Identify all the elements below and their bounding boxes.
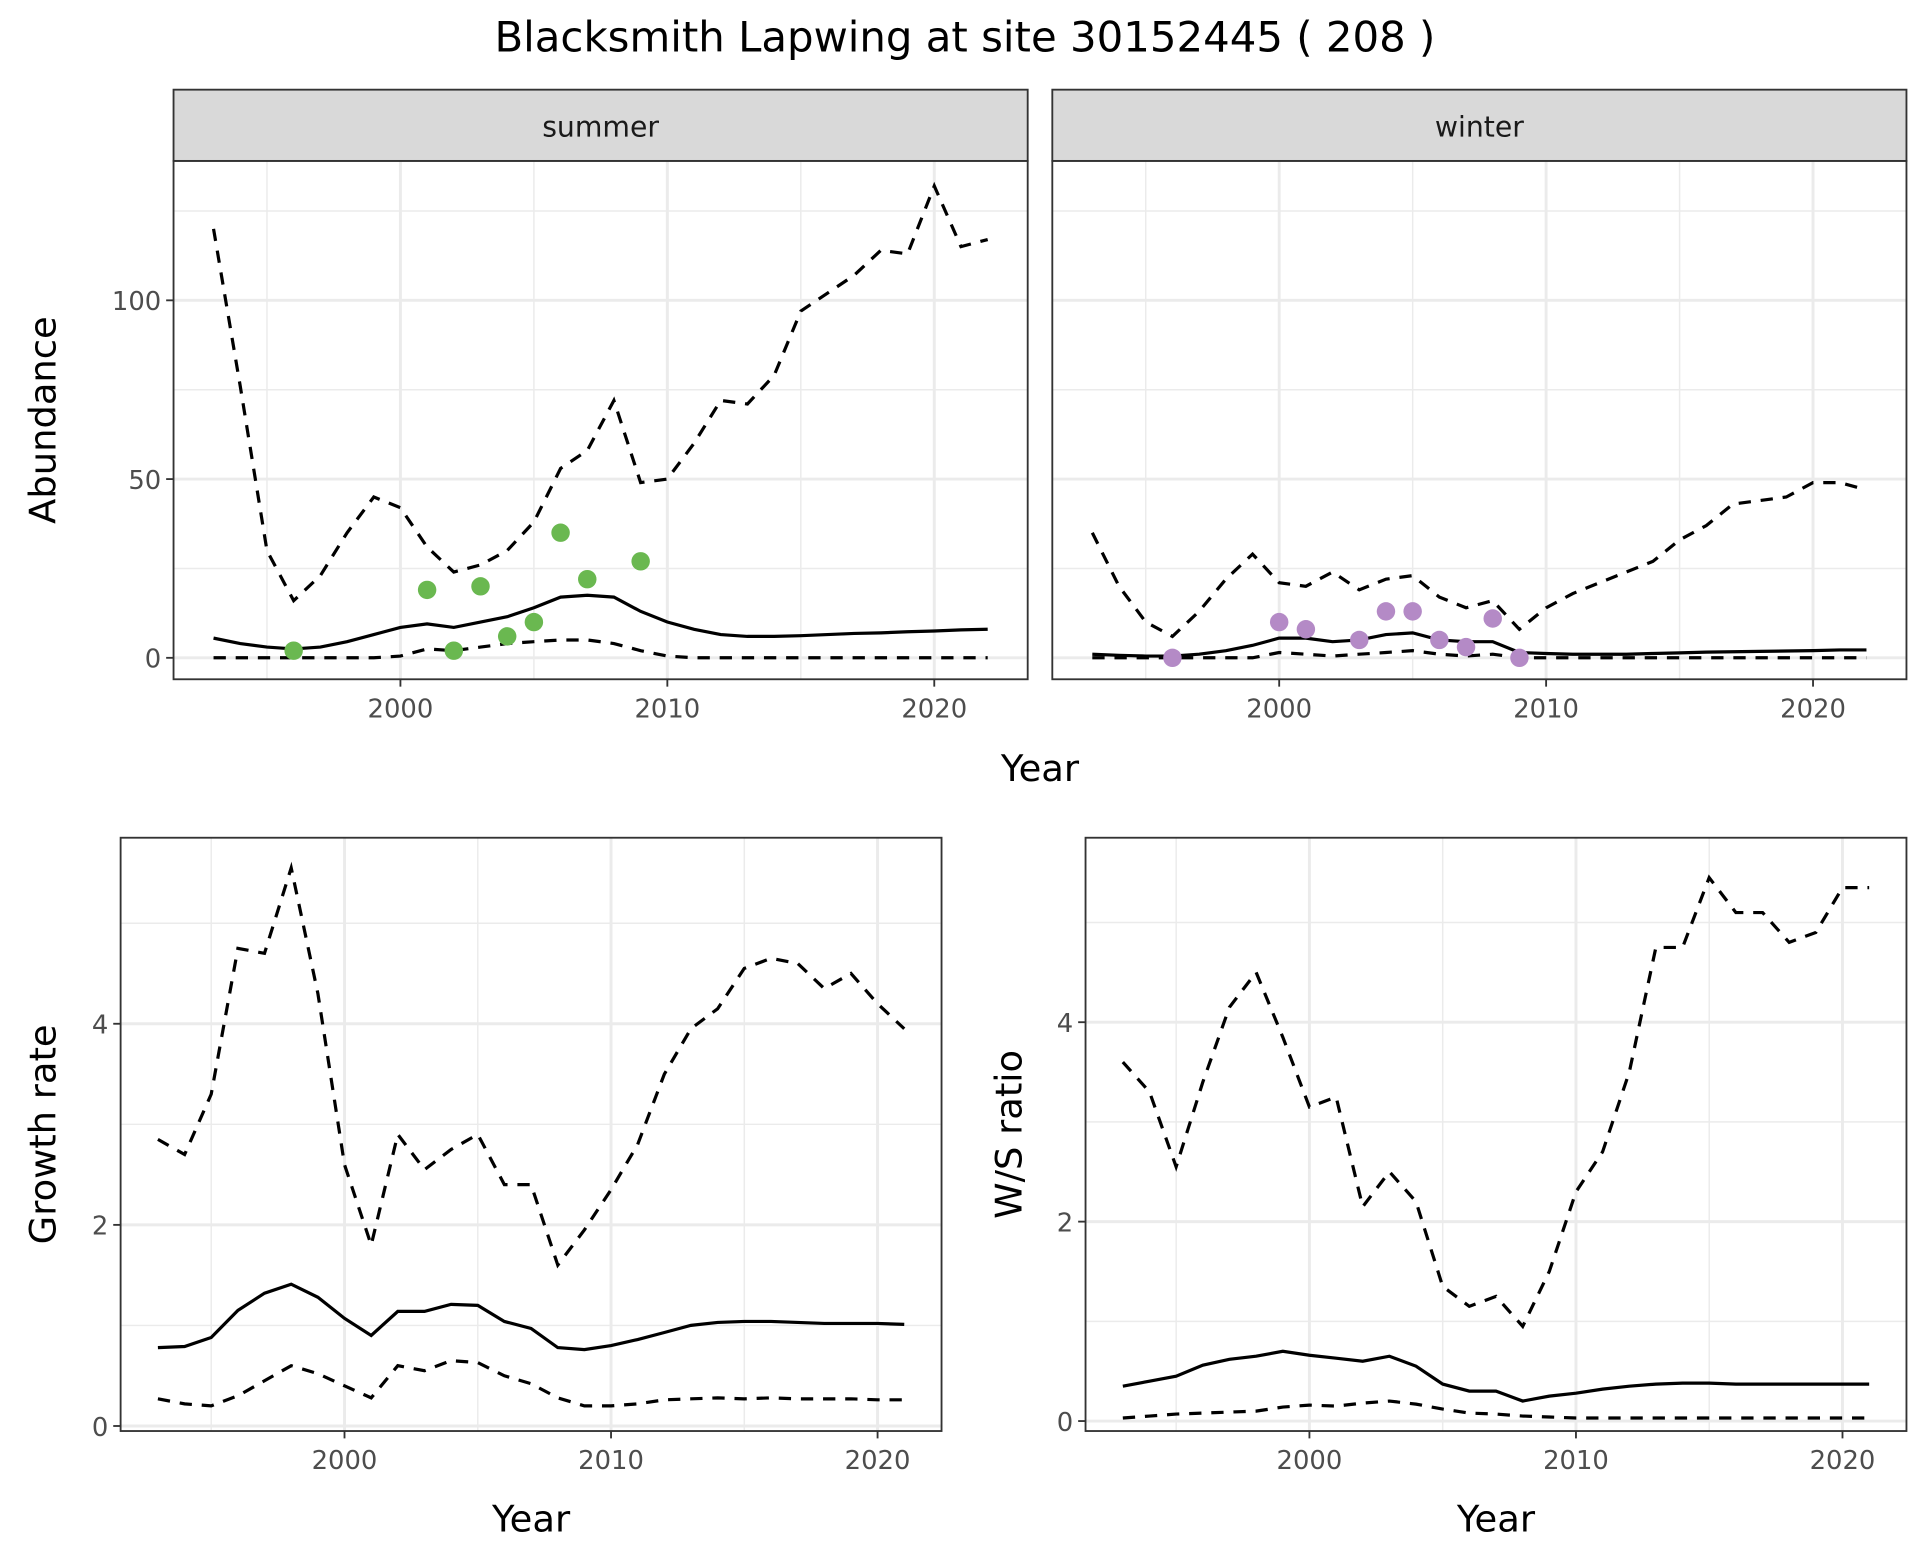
data-point [1350,630,1369,650]
x-axis-title: Year [491,1498,571,1541]
top-x-axis-title: Year [1000,747,1080,790]
data-point [417,580,437,600]
x-tick-label: 2000 [312,1446,378,1476]
panel-growth: 2000 2010 2020 0 2 4 Year Growth rate [21,836,943,1541]
facet-strip [172,88,1029,162]
data-point [1376,602,1396,621]
x-tick-label: 2010 [1513,694,1579,724]
data-point [1403,602,1422,621]
data-point [1269,612,1289,632]
x-tick-label: 2020 [1810,1446,1876,1476]
y-axis-title: W/S ratio [988,1050,1031,1219]
data-point [578,569,597,589]
data-point [551,523,570,542]
data-point [631,552,650,571]
y-tick-label: 0 [92,1413,108,1443]
y-tick-label: 50 [128,466,161,496]
series-line-lower [213,638,988,660]
x-tick-label: 2010 [634,694,700,724]
facet-strip-label: winter [1435,110,1524,143]
y-tick-label: 4 [92,1011,108,1041]
y-tick-label: 4 [1057,1009,1073,1039]
series-line-estimate [1122,1349,1870,1403]
data-point [1456,637,1476,657]
data-point [471,577,490,596]
x-tick-label: 2020 [845,1446,911,1476]
x-tick-label: 2000 [368,694,434,724]
data-point [284,641,303,660]
plot-background [1052,160,1907,680]
facet-strip-label: summer [542,110,659,143]
plot-background [120,837,942,1432]
y-tick-label: 2 [92,1212,108,1242]
panel-summer: 2000 2010 2020 0 50 100 summer Abundance [21,88,1029,724]
y-tick-label: 2 [1057,1208,1073,1238]
series-line-lower [1122,1399,1870,1420]
x-axis-title: Year [1456,1498,1536,1541]
x-tick-label: 2020 [1780,694,1846,724]
series-line-estimate [157,1282,905,1352]
data-point [1296,620,1316,639]
data-point [1483,609,1502,628]
panel-ratio: 2000 2010 2020 0 2 4 Year W/S ratio [988,836,1908,1541]
data-point [497,627,517,646]
panel-border [119,836,943,1432]
data-point [1510,648,1529,668]
panel-border [1084,836,1908,1432]
series-line-lower [157,1359,905,1408]
x-tick-label: 2010 [578,1446,644,1476]
data-point [444,641,464,660]
series-line-upper [157,861,906,1269]
y-tick-label: 0 [145,645,161,675]
figure-title: Blacksmith Lapwing at site 30152445 ( 20… [494,13,1435,62]
x-tick-label: 2000 [1246,694,1312,724]
series-line-upper [1121,874,1870,1330]
data-point [1430,630,1449,650]
x-tick-label: 2020 [901,694,967,724]
series-line-lower [1092,649,1867,660]
data-point [1163,648,1182,668]
x-tick-label: 2000 [1277,1446,1343,1476]
series-line-estimate [1092,631,1867,658]
series-line-upper [1090,481,1867,639]
panel-winter: 2000 2010 2020 winter [1051,88,1908,724]
plot-background [173,160,1028,680]
y-axis-title: Growth rate [21,1024,64,1244]
y-tick-label: 100 [112,287,161,317]
x-tick-label: 2010 [1543,1446,1609,1476]
data-point [524,612,544,632]
series-line-estimate [213,593,988,651]
series-line-upper [211,181,989,604]
y-tick-label: 0 [1057,1408,1073,1438]
y-axis-title: Abundance [21,316,64,524]
facet-strip [1051,88,1908,162]
plot-background [1085,837,1907,1432]
